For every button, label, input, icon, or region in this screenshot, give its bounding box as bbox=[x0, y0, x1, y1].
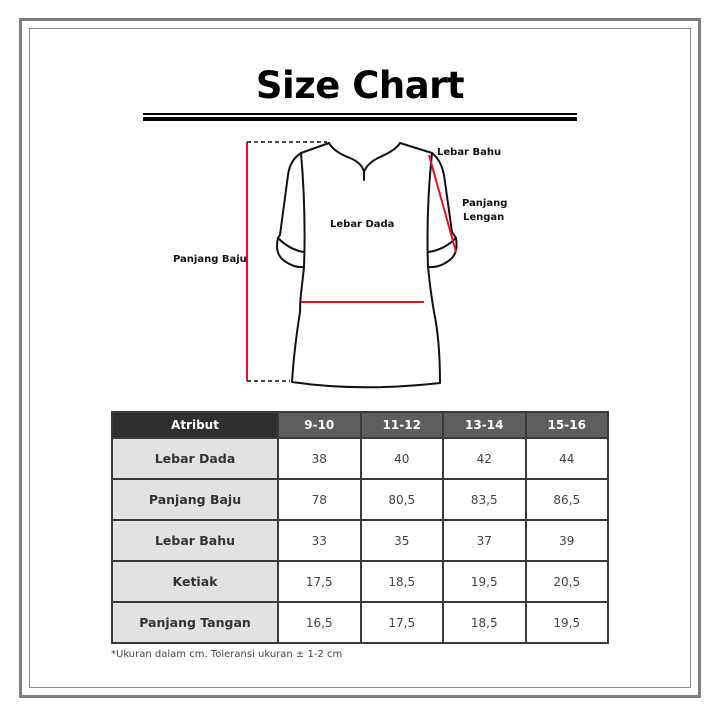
header-cell: 11-12 bbox=[359, 411, 444, 439]
neckline bbox=[328, 142, 401, 173]
value-cell: 42 bbox=[442, 437, 527, 480]
value-cell: 17,5 bbox=[277, 560, 362, 603]
table-row: Ketiak 17,5 18,5 19,5 20,5 bbox=[111, 560, 609, 603]
table-header-row: Atribut 9-10 11-12 13-14 15-16 bbox=[111, 411, 609, 439]
table-row: Lebar Dada 38 40 42 44 bbox=[111, 437, 609, 480]
value-cell: 18,5 bbox=[442, 601, 527, 644]
right-cuff bbox=[427, 237, 457, 253]
value-cell: 19,5 bbox=[524, 601, 609, 644]
table-row: Lebar Bahu 33 35 37 39 bbox=[111, 519, 609, 562]
table-row: Panjang Baju 78 80,5 83,5 86,5 bbox=[111, 478, 609, 521]
value-cell: 33 bbox=[277, 519, 362, 562]
value-cell: 16,5 bbox=[277, 601, 362, 644]
outer-frame bbox=[19, 18, 701, 698]
attribute-cell: Panjang Tangan bbox=[111, 601, 279, 644]
panjang-lengan-line bbox=[428, 154, 457, 253]
value-cell: 78 bbox=[277, 478, 362, 521]
attribute-cell: Lebar Bahu bbox=[111, 519, 279, 562]
left-sleeve-seam bbox=[300, 152, 306, 268]
size-note: *Ukuran dalam cm. Toleransi ukuran ± 1-2… bbox=[111, 649, 343, 660]
value-cell: 39 bbox=[524, 519, 609, 562]
size-table: Atribut 9-10 11-12 13-14 15-16 Lebar Dad… bbox=[111, 411, 609, 644]
page-title: Size Chart bbox=[255, 64, 465, 107]
header-cell: 9-10 bbox=[277, 411, 362, 439]
label-panjang-lengan-line1: Panjang bbox=[462, 198, 508, 209]
attribute-cell: Lebar Dada bbox=[111, 437, 279, 480]
title-divider-thin bbox=[143, 113, 577, 115]
value-cell: 20,5 bbox=[524, 560, 609, 603]
header-cell: 15-16 bbox=[524, 411, 609, 439]
value-cell: 35 bbox=[359, 519, 444, 562]
value-cell: 86,5 bbox=[524, 478, 609, 521]
value-cell: 17,5 bbox=[359, 601, 444, 644]
attribute-cell: Ketiak bbox=[111, 560, 279, 603]
value-cell: 40 bbox=[359, 437, 444, 480]
label-panjang-baju: Panjang Baju bbox=[173, 254, 247, 265]
value-cell: 44 bbox=[524, 437, 609, 480]
value-cell: 83,5 bbox=[442, 478, 527, 521]
right-sleeve-seam bbox=[426, 152, 433, 268]
left-cuff bbox=[277, 237, 305, 253]
inner-frame bbox=[29, 28, 691, 688]
table-row: Panjang Tangan 16,5 17,5 18,5 19,5 bbox=[111, 601, 609, 644]
value-cell: 80,5 bbox=[359, 478, 444, 521]
header-cell: 13-14 bbox=[442, 411, 527, 439]
label-panjang-lengan-line2: Lengan bbox=[463, 212, 505, 223]
title-divider-thick bbox=[143, 117, 577, 121]
shirt-outline bbox=[276, 142, 458, 389]
header-cell: Atribut bbox=[111, 411, 279, 439]
attribute-cell: Panjang Baju bbox=[111, 478, 279, 521]
label-lebar-dada: Lebar Dada bbox=[330, 219, 395, 230]
value-cell: 37 bbox=[442, 519, 527, 562]
value-cell: 18,5 bbox=[359, 560, 444, 603]
value-cell: 38 bbox=[277, 437, 362, 480]
label-lebar-bahu: Lebar Bahu bbox=[437, 147, 502, 158]
value-cell: 19,5 bbox=[442, 560, 527, 603]
